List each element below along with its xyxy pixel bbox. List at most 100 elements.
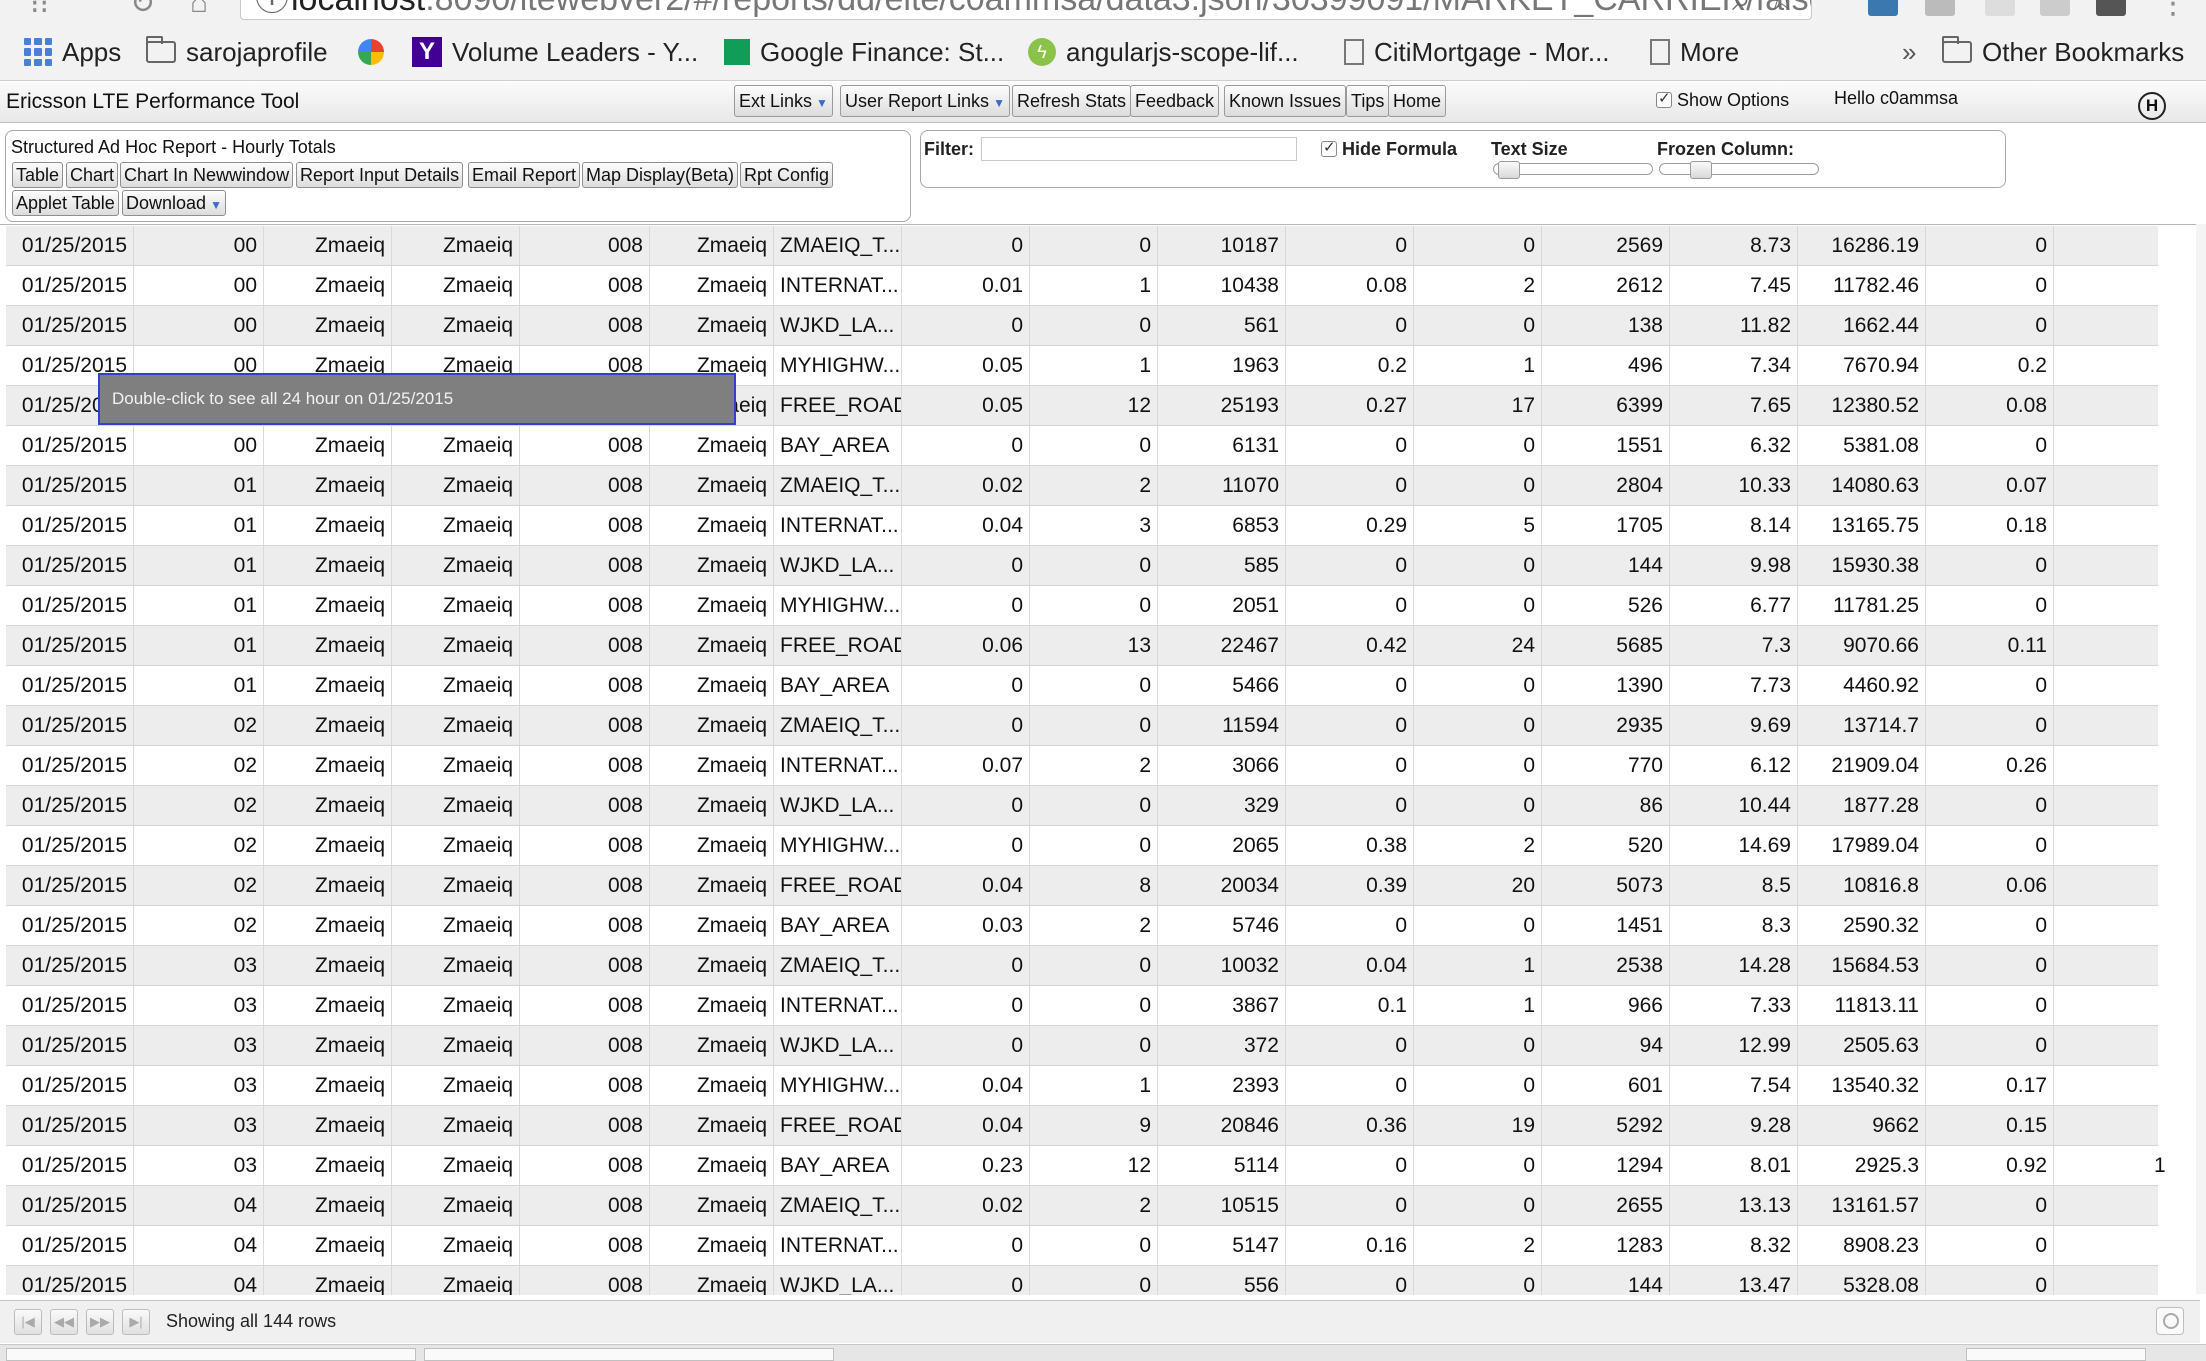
table-row[interactable]: 01/25/2015 00 Zmaeiq Zmaeiq 008 Zmaeiq WJKD_LA…: [6, 306, 2158, 346]
table-cell: Zmaeiq: [264, 1026, 392, 1065]
bookmark-angularjs[interactable]: ϟ angularjs-scope-lif...: [1028, 34, 1299, 70]
table-row[interactable]: 01/25/2015 03 Zmaeiq Zmaeiq 008 Zmaeiq FREE_RO…: [6, 1106, 2158, 1146]
last-page-button[interactable]: ▶|: [122, 1309, 150, 1335]
address-bar[interactable]: ⓘ localhost:8090/itewebver2/#/reports/dd…: [240, 0, 1812, 20]
map-display-button[interactable]: Map Display(Beta): [582, 162, 739, 188]
bookmark-apps[interactable]: Apps: [24, 34, 121, 70]
text-size-slider[interactable]: [1493, 161, 1653, 179]
bottom-tab[interactable]: [6, 1348, 416, 1361]
vertical-scrollbar[interactable]: [2196, 224, 2206, 1294]
menu-icon[interactable]: ⋮: [2158, 0, 2188, 20]
prev-page-button[interactable]: ◀◀: [50, 1309, 78, 1335]
table-cell: 008: [520, 986, 650, 1025]
table-row[interactable]: 01/25/2015 00 Zmaeiq Zmaeiq 008 Zmaeiq BAY_ARE…: [6, 426, 2158, 466]
show-options-toggle[interactable]: Show Options: [1656, 89, 1789, 111]
next-page-button[interactable]: ▶▶: [86, 1309, 114, 1335]
table-cell: 0.04: [902, 866, 1030, 905]
slider-handle[interactable]: [1498, 161, 1520, 179]
table-row[interactable]: 01/25/2015 01 Zmaeiq Zmaeiq 008 Zmaeiq BAY_ARE…: [6, 666, 2158, 706]
chart-new-window-button[interactable]: Chart In Newwindow: [120, 162, 294, 188]
extension-icon[interactable]: [1985, 0, 2015, 16]
table-row[interactable]: 01/25/2015 02 Zmaeiq Zmaeiq 008 Zmaeiq INTERNA…: [6, 746, 2158, 786]
help-icon[interactable]: H: [2138, 92, 2166, 120]
hide-formula-toggle[interactable]: Hide Formula: [1321, 138, 1457, 160]
user-report-links-button[interactable]: User Report Links ▼: [840, 85, 1010, 117]
table-row[interactable]: 01/25/2015 03 Zmaeiq Zmaeiq 008 Zmaeiq ZMAEIQ_…: [6, 946, 2158, 986]
table-cell: 04: [134, 1266, 264, 1295]
ext-links-button[interactable]: Ext Links ▼: [734, 85, 833, 117]
table-row[interactable]: 01/25/2015 04 Zmaeiq Zmaeiq 008 Zmaeiq WJKD_LA…: [6, 1266, 2158, 1295]
table-row[interactable]: 01/25/2015 02 Zmaeiq Zmaeiq 008 Zmaeiq BAY_ARE…: [6, 906, 2158, 946]
extension-icon[interactable]: [1925, 0, 1955, 16]
table-cell: Zmaeiq: [392, 306, 520, 345]
table-cell: 0.29: [1286, 506, 1414, 545]
feedback-button[interactable]: Feedback: [1130, 85, 1220, 117]
star-icon[interactable]: ☆: [1767, 0, 1797, 19]
first-page-button[interactable]: |◀: [14, 1309, 42, 1335]
table-row[interactable]: 01/25/2015 04 Zmaeiq Zmaeiq 008 Zmaeiq ZMAEIQ_…: [6, 1186, 2158, 1226]
download-button[interactable]: Download ▼: [122, 190, 226, 216]
chevron-down-icon: ▼: [210, 198, 222, 212]
table-row[interactable]: 01/25/2015 03 Zmaeiq Zmaeiq 008 Zmaeiq BAY_ARE…: [6, 1146, 2158, 1186]
table-cell: Zmaeiq: [392, 586, 520, 625]
chart-button[interactable]: Chart: [66, 162, 119, 188]
tips-button[interactable]: Tips: [1346, 85, 1390, 117]
table-cell: 0: [1414, 706, 1542, 745]
extension-icon[interactable]: [1868, 0, 1898, 16]
slider-handle[interactable]: [1690, 161, 1712, 179]
table-cell: Zmaeiq: [650, 1066, 774, 1105]
table-row[interactable]: 01/25/2015 01 Zmaeiq Zmaeiq 008 Zmaeiq INTERNA…: [6, 506, 2158, 546]
filter-input[interactable]: [981, 137, 1297, 161]
table-row[interactable]: 01/25/2015 01 Zmaeiq Zmaeiq 008 Zmaeiq FREE_RO…: [6, 626, 2158, 666]
table-cell: Zmaeiq: [650, 1026, 774, 1065]
grid-options-icon[interactable]: [2156, 1307, 2184, 1335]
home-button[interactable]: Home: [1388, 85, 1447, 117]
table-row[interactable]: 01/25/2015 01 Zmaeiq Zmaeiq 008 Zmaeiq WJKD_LA…: [6, 546, 2158, 586]
table-cell: 2804: [1542, 466, 1670, 505]
extension-icon[interactable]: [2040, 0, 2070, 16]
info-icon[interactable]: ⓘ: [255, 0, 289, 19]
table-row[interactable]: 01/25/2015 03 Zmaeiq Zmaeiq 008 Zmaeiq MYHIGHW…: [6, 1066, 2158, 1106]
table-row[interactable]: 01/25/2015 00 Zmaeiq Zmaeiq 008 Zmaeiq INTERNA…: [6, 266, 2158, 306]
table-row[interactable]: 01/25/2015 00 Zmaeiq Zmaeiq 008 Zmaeiq ZMAEIQ_…: [6, 226, 2158, 266]
table-cell: Zmaeiq: [392, 786, 520, 825]
table-row[interactable]: 01/25/2015 01 Zmaeiq Zmaeiq 008 Zmaeiq ZMAEIQ_…: [6, 466, 2158, 506]
reload-icon[interactable]: ↻: [130, 0, 156, 20]
show-options-checkbox[interactable]: [1656, 89, 1672, 108]
bookmark-citimortgage[interactable]: CitiMortgage - Mor...: [1344, 34, 1610, 70]
table-row[interactable]: 01/25/2015 02 Zmaeiq Zmaeiq 008 Zmaeiq MYHIGHW…: [6, 826, 2158, 866]
page-icon: [1650, 39, 1670, 65]
frozen-column-slider[interactable]: [1659, 161, 1819, 179]
refresh-stats-button[interactable]: Refresh Stats: [1012, 85, 1132, 117]
bookmark-sarojaprofile[interactable]: sarojaprofile: [146, 34, 328, 70]
email-report-button[interactable]: Email Report: [468, 162, 581, 188]
table-cell: 01/25/2015: [6, 706, 134, 745]
hide-formula-checkbox[interactable]: [1321, 138, 1337, 157]
bottom-tab[interactable]: [1966, 1348, 2146, 1361]
rpt-config-button[interactable]: Rpt Config: [740, 162, 834, 188]
table-cell: 2: [1030, 1186, 1158, 1225]
extension-icon[interactable]: [2096, 0, 2126, 16]
table-button[interactable]: Table: [12, 162, 64, 188]
report-input-details-button[interactable]: Report Input Details: [296, 162, 464, 188]
table-row[interactable]: 01/25/2015 01 Zmaeiq Zmaeiq 008 Zmaeiq MYHIGHW…: [6, 586, 2158, 626]
apps-dots-icon[interactable]: ⁝⁝: [30, 0, 50, 20]
bookmark-more[interactable]: More: [1650, 34, 1739, 70]
home-icon[interactable]: ⌂: [190, 0, 209, 19]
table-row[interactable]: 01/25/2015 04 Zmaeiq Zmaeiq 008 Zmaeiq INTERNA…: [6, 1226, 2158, 1266]
bookmark-volume-leaders[interactable]: Y Volume Leaders - Y...: [412, 34, 698, 70]
table-row[interactable]: 01/25/2015 02 Zmaeiq Zmaeiq 008 Zmaeiq ZMAEIQ_…: [6, 706, 2158, 746]
table-row[interactable]: 01/25/2015 03 Zmaeiq Zmaeiq 008 Zmaeiq INTERNA…: [6, 986, 2158, 1026]
known-issues-button[interactable]: Known Issues: [1224, 85, 1347, 117]
bookmark-other-bookmarks[interactable]: Other Bookmarks: [1942, 34, 2184, 70]
applet-table-button[interactable]: Applet Table: [12, 190, 119, 216]
bookmarks-overflow-chevron[interactable]: »: [1902, 36, 1917, 67]
bookmark-google-finance[interactable]: Google Finance: St...: [724, 34, 1004, 70]
table-row[interactable]: 01/25/2015 02 Zmaeiq Zmaeiq 008 Zmaeiq WJKD_LA…: [6, 786, 2158, 826]
table-cell: 00: [134, 306, 264, 345]
bottom-tab[interactable]: [424, 1348, 834, 1361]
search-icon[interactable]: ⌕: [1732, 0, 1751, 19]
table-row[interactable]: 01/25/2015 03 Zmaeiq Zmaeiq 008 Zmaeiq WJKD_LA…: [6, 1026, 2158, 1066]
bookmark-pinwheel[interactable]: [358, 34, 384, 70]
table-row[interactable]: 01/25/2015 02 Zmaeiq Zmaeiq 008 Zmaeiq FREE_RO…: [6, 866, 2158, 906]
